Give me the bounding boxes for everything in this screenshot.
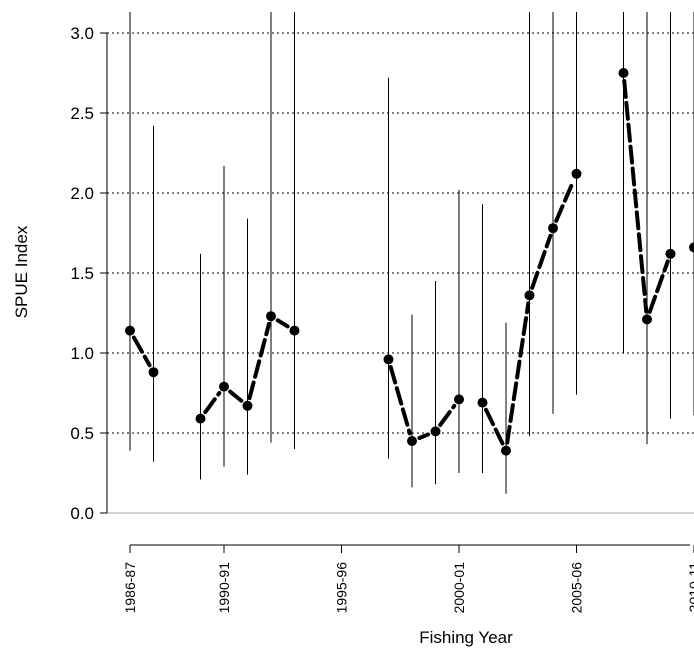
series-segment (438, 403, 457, 427)
y-ticks: 0.0 0.5 1.0 1.5 2.0 2.5 3.0 (70, 24, 107, 523)
data-point (289, 325, 300, 336)
y-tick-label: 3.0 (70, 24, 94, 43)
data-point (148, 367, 159, 378)
x-tick-label: 1995-96 (334, 562, 350, 614)
data-point (454, 394, 464, 405)
y-tick-label: 2.5 (70, 104, 94, 123)
data-point (430, 426, 441, 437)
confidence-intervals (129, 12, 694, 494)
series-segment (228, 389, 244, 403)
y-axis-label: SPUE Index (12, 225, 31, 318)
data-point (571, 168, 582, 179)
data-point (407, 436, 417, 446)
data-point (383, 354, 394, 365)
y-tick-label: 0.5 (70, 424, 94, 443)
x-axis-label: Fishing Year (419, 628, 513, 647)
data-point (477, 397, 488, 408)
data-point (125, 325, 135, 336)
series-segment (647, 259, 670, 314)
series-segment (554, 179, 576, 223)
series-segment (247, 321, 271, 401)
data-point (524, 290, 535, 301)
y-tick-label: 0.0 (70, 504, 94, 523)
data-point (618, 68, 629, 78)
x-ticks: 1986-87 1990-91 1995-96 2000-01 2005-06 2010-… (122, 545, 694, 613)
data-point (689, 242, 694, 253)
y-tick-label: 1.0 (70, 344, 94, 363)
data-point (266, 311, 276, 322)
series-segment (131, 335, 152, 368)
series-line (131, 78, 670, 446)
data-point (195, 413, 206, 424)
gridlines (107, 32, 694, 514)
series-segment (203, 391, 222, 415)
data-point (548, 223, 558, 234)
series-segment (275, 318, 290, 329)
data-point (242, 400, 253, 411)
series-segment (417, 432, 431, 440)
series-segment (622, 78, 649, 314)
x-tick-label: 2010-11 (686, 562, 694, 613)
series-segment (388, 365, 412, 436)
data-point (501, 445, 511, 456)
y-tick-label: 2.0 (70, 184, 94, 203)
x-tick-label: 2005-06 (569, 562, 585, 614)
x-tick-label: 1986-87 (122, 562, 138, 614)
series-segment (505, 301, 531, 445)
series-segment (484, 407, 505, 446)
y-tick-label: 1.5 (70, 264, 94, 283)
data-points (125, 68, 694, 456)
data-point (665, 248, 676, 259)
series-segment (530, 233, 553, 290)
x-tick-label: 2000-01 (451, 562, 467, 614)
data-point (642, 314, 652, 325)
data-point (219, 381, 229, 392)
x-tick-label: 1990-91 (216, 562, 232, 614)
